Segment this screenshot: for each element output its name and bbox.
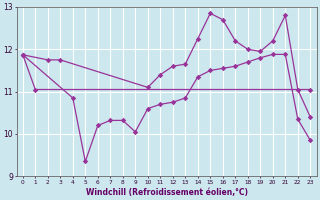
- X-axis label: Windchill (Refroidissement éolien,°C): Windchill (Refroidissement éolien,°C): [85, 188, 248, 197]
